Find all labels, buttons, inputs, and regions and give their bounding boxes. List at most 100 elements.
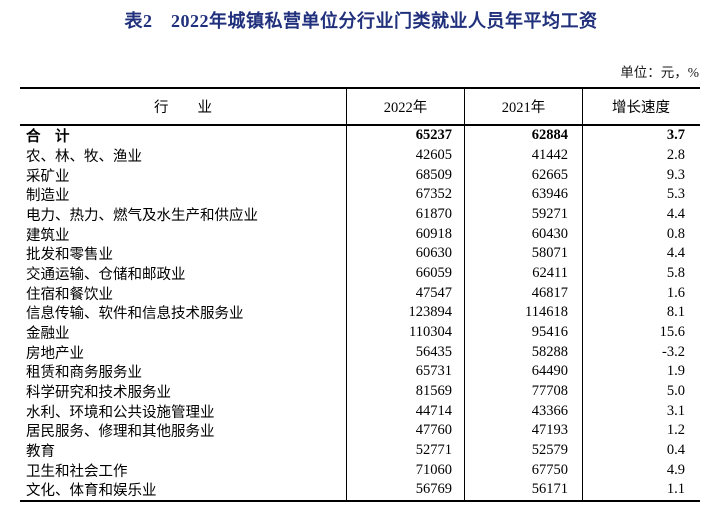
industry-cell: 租赁和商务服务业 (20, 362, 347, 382)
table-row: 交通运输、仓储和邮政业 66059 62411 5.8 (20, 263, 700, 284)
value-2022-cell: 65731 (347, 362, 465, 382)
industry-cell: 制造业 (20, 185, 347, 205)
value-2022-cell: 47547 (347, 283, 465, 304)
value-2022-cell: 44714 (347, 401, 465, 422)
growth-rate-cell: 4.4 (666, 245, 685, 262)
table-row: 制造业 67352 63946 5.3 (20, 185, 700, 205)
table-row: 建筑业 60918 60430 0.8 (20, 224, 700, 245)
value-2021-cell: 62884 (465, 126, 583, 146)
table-row: 合 计 65237 62884 3.7 (20, 126, 700, 146)
industry-cell: 水利、环境和公共设施管理业 (20, 401, 347, 422)
growth-rate-cell: 3.1 (666, 402, 685, 419)
value-2022-cell: 61870 (347, 204, 465, 225)
table-row: 批发和零售业 60630 58071 4.4 (20, 244, 700, 264)
value-2021-cell: 62665 (465, 165, 583, 186)
table-row: 采矿业 68509 62665 9.3 (20, 165, 700, 186)
growth-rate-cell: 5.0 (666, 383, 685, 400)
growth-rate-cell: 0.8 (666, 225, 685, 242)
growth-rate-cell: 4.9 (666, 461, 685, 478)
growth-rate-cell: 5.8 (666, 265, 685, 282)
growth-rate-cell: 1.2 (666, 422, 685, 439)
value-2021-cell: 62411 (465, 263, 583, 284)
value-2021-cell: 95416 (465, 322, 583, 343)
industry-cell: 信息传输、软件和信息技术服务业 (20, 303, 347, 323)
industry-cell: 农、林、牧、渔业 (20, 145, 347, 166)
column-header-growth: 增长速度 (612, 100, 670, 116)
growth-rate-cell: 1.1 (666, 481, 685, 498)
value-2021-cell: 114618 (465, 303, 583, 323)
industry-cell: 房地产业 (20, 342, 347, 363)
industry-cell: 居民服务、修理和其他服务业 (20, 421, 347, 441)
unit-note: 单位：元，% (620, 65, 699, 80)
industry-cell: 教育 (20, 440, 347, 461)
value-2021-cell: 58071 (465, 244, 583, 264)
industry-cell: 电力、热力、燃气及水生产和供应业 (20, 204, 347, 225)
industry-cell: 住宿和餐饮业 (20, 283, 347, 304)
value-2022-cell: 56769 (347, 480, 465, 500)
industry-cell: 卫生和社会工作 (20, 460, 347, 481)
growth-rate-cell: 8.1 (666, 304, 685, 321)
value-2021-cell: 52579 (465, 440, 583, 461)
table-row: 科学研究和技术服务业 81569 77708 5.0 (20, 381, 700, 402)
value-2021-cell: 64490 (465, 362, 583, 382)
table-row: 农、林、牧、渔业 42605 41442 2.8 (20, 145, 700, 166)
value-2021-cell: 41442 (465, 145, 583, 166)
value-2021-cell: 59271 (465, 204, 583, 225)
growth-rate-cell: 3.7 (666, 127, 685, 144)
industry-cell: 批发和零售业 (20, 244, 347, 264)
value-2022-cell: 52771 (347, 440, 465, 461)
wage-table: 行 业 2022年 2021年 增长速度 合 计 65237 62884 3.7… (20, 87, 700, 502)
table-row: 水利、环境和公共设施管理业 44714 43366 3.1 (20, 401, 700, 422)
value-2022-cell: 56435 (347, 342, 465, 363)
value-2022-cell: 66059 (347, 263, 465, 284)
growth-rate-cell: 1.6 (666, 284, 685, 301)
table-row: 金融业 110304 95416 15.6 (20, 322, 700, 343)
value-2021-cell: 58288 (465, 342, 583, 363)
industry-cell: 合 计 (20, 126, 347, 146)
table-row: 电力、热力、燃气及水生产和供应业 61870 59271 4.4 (20, 204, 700, 225)
table-row: 居民服务、修理和其他服务业 47760 47193 1.2 (20, 421, 700, 441)
table-row: 信息传输、软件和信息技术服务业 123894 114618 8.1 (20, 303, 700, 323)
value-2022-cell: 81569 (347, 381, 465, 402)
value-2022-cell: 65237 (347, 126, 465, 146)
table-body: 合 计 65237 62884 3.7 农、林、牧、渔业 42605 41442… (20, 126, 700, 500)
value-2021-cell: 47193 (465, 421, 583, 441)
growth-rate-cell: 9.3 (666, 166, 685, 183)
value-2021-cell: 46817 (465, 283, 583, 304)
table-row: 文化、体育和娱乐业 56769 56171 1.1 (20, 480, 700, 500)
value-2021-cell: 60430 (465, 224, 583, 245)
value-2022-cell: 68509 (347, 165, 465, 186)
industry-cell: 建筑业 (20, 224, 347, 245)
industry-cell: 交通运输、仓储和邮政业 (20, 263, 347, 284)
value-2022-cell: 71060 (347, 460, 465, 481)
growth-rate-cell: 15.6 (659, 324, 685, 341)
table-row: 卫生和社会工作 71060 67750 4.9 (20, 460, 700, 481)
growth-rate-cell: 2.8 (666, 147, 685, 163)
value-2022-cell: 47760 (347, 421, 465, 441)
growth-rate-cell: 1.9 (666, 363, 685, 380)
value-2021-cell: 43366 (465, 401, 583, 422)
industry-cell: 科学研究和技术服务业 (20, 381, 347, 402)
page-title: 表2 2022年城镇私营单位分行业门类就业人员年平均工资 (124, 11, 598, 31)
value-2022-cell: 60918 (347, 224, 465, 245)
column-header-industry: 行 业 (20, 89, 347, 124)
growth-rate-cell: -3.2 (662, 343, 685, 360)
value-2022-cell: 123894 (347, 303, 465, 323)
value-2021-cell: 63946 (465, 185, 583, 205)
table-row: 教育 52771 52579 0.4 (20, 440, 700, 461)
column-header-2022: 2022年 (347, 89, 465, 124)
table-row: 租赁和商务服务业 65731 64490 1.9 (20, 362, 700, 382)
value-2022-cell: 42605 (347, 145, 465, 166)
value-2022-cell: 60630 (347, 244, 465, 264)
value-2021-cell: 67750 (465, 460, 583, 481)
industry-cell: 金融业 (20, 322, 347, 343)
column-header-2021: 2021年 (465, 89, 583, 124)
growth-rate-cell: 0.4 (666, 442, 685, 459)
table-row: 住宿和餐饮业 47547 46817 1.6 (20, 283, 700, 304)
growth-rate-cell: 5.3 (666, 186, 685, 203)
value-2021-cell: 77708 (465, 381, 583, 402)
industry-cell: 采矿业 (20, 165, 347, 186)
table-header-row: 行 业 2022年 2021年 增长速度 (20, 89, 700, 126)
industry-cell: 文化、体育和娱乐业 (20, 480, 347, 500)
value-2022-cell: 110304 (347, 322, 465, 343)
